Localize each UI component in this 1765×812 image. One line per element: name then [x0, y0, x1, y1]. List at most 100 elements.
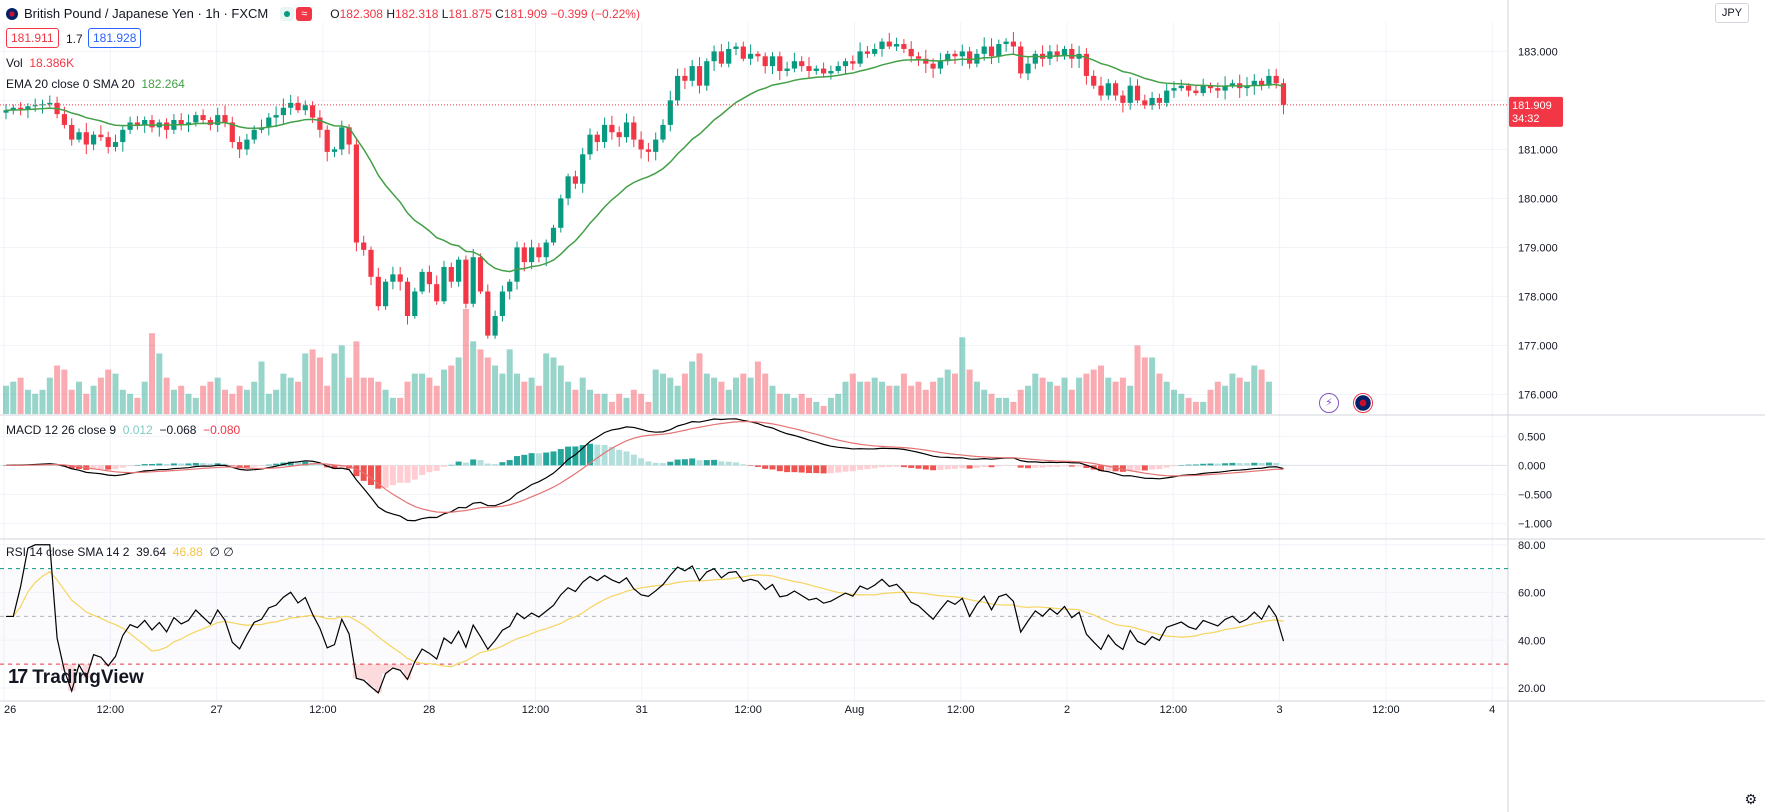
volume-bar	[112, 373, 119, 414]
volume-bar	[806, 397, 812, 414]
rsi-line	[6, 544, 1285, 694]
macd-histogram-bar	[1273, 462, 1280, 466]
symbol-title[interactable]: British Pound / Japanese Yen · 1h · FXCM	[24, 6, 269, 21]
volume-bar	[535, 385, 542, 414]
time-axis-label: 12:00	[947, 704, 975, 716]
macd-histogram-bar	[1083, 465, 1090, 468]
volume-bar	[900, 373, 907, 414]
currency-label[interactable]: JPY	[1715, 3, 1749, 23]
macd-histogram-bar	[594, 444, 601, 466]
volume-bar	[346, 377, 353, 414]
price-change: −0.399 (−0.22%)	[550, 6, 640, 21]
macd-histogram-bar	[331, 465, 338, 469]
candle-body	[273, 115, 279, 118]
volume-bar	[1046, 381, 1053, 414]
uk-flag-icon[interactable]	[1353, 393, 1373, 413]
candle-body	[660, 124, 666, 140]
candle-body	[1025, 63, 1031, 74]
macd-histogram-bar	[1098, 465, 1104, 472]
macd-histogram-bar	[484, 463, 491, 466]
macd-histogram-bar	[1025, 465, 1031, 469]
candle-body	[346, 127, 352, 145]
macd-histogram-bar	[966, 465, 973, 469]
macd-histogram-bar	[1280, 464, 1287, 466]
candle-body	[1273, 75, 1279, 84]
volume-bar	[404, 381, 411, 414]
rsi-legend[interactable]: RSI 14 close SMA 14 2 39.64 46.88 ∅ ∅	[6, 545, 234, 559]
volume-bar	[316, 357, 323, 414]
candle-body	[952, 53, 958, 57]
macd-histogram-bar	[1017, 465, 1024, 468]
candle-body	[441, 267, 447, 302]
volume-bar	[1090, 369, 1097, 414]
candle-body	[280, 107, 286, 116]
price-axis-label: 181.000	[1518, 144, 1558, 156]
macd-histogram-bar	[521, 454, 528, 466]
macd-histogram-bar	[499, 462, 506, 466]
macd-histogram-bar	[645, 461, 652, 466]
macd-histogram-bar	[886, 465, 893, 468]
macd-histogram-bar	[214, 463, 221, 466]
volume-bar	[353, 341, 360, 414]
volume-bar	[411, 373, 418, 414]
settings-gear-icon[interactable]: ⚙	[1744, 791, 1757, 807]
ema-legend[interactable]: EMA 20 close 0 SMA 20 182.264	[6, 77, 185, 91]
macd-histogram-bar	[119, 465, 126, 468]
candle-body	[76, 132, 82, 140]
volume-bar	[718, 381, 725, 414]
macd-histogram-bar	[1258, 463, 1265, 466]
candle-body	[1229, 83, 1235, 86]
flash-icon[interactable]: ⚡	[1319, 393, 1339, 413]
volume-bar	[660, 373, 666, 414]
macd-signal-line	[5, 420, 1284, 513]
volume-bar	[46, 377, 53, 414]
volume-bar	[1258, 369, 1265, 414]
tradingview-logo[interactable]: 17 TradingView	[8, 666, 144, 689]
macd-histogram-bar	[973, 465, 980, 469]
macd-histogram-bar	[389, 465, 396, 486]
volume-bar	[90, 385, 97, 414]
macd-histogram-bar	[930, 465, 937, 471]
volume-bar	[1119, 377, 1126, 414]
candle-body	[1200, 85, 1206, 94]
volume-bar	[638, 393, 645, 414]
candle-body	[47, 102, 53, 105]
macd-histogram-bar	[1244, 463, 1250, 466]
macd-histogram-bar	[353, 465, 360, 477]
volume-bar	[696, 353, 703, 414]
macd-histogram-bar	[316, 464, 323, 466]
volume-bar	[674, 385, 681, 414]
candle-body	[616, 132, 622, 138]
macd-legend[interactable]: MACD 12 26 close 9 0.012 −0.068 −0.080	[6, 423, 241, 437]
macd-histogram-bar	[265, 464, 272, 466]
volume-legend[interactable]: Vol 18.386K	[6, 56, 75, 70]
volume-bar	[579, 377, 586, 414]
candle-body	[120, 129, 126, 143]
macd-histogram-bar	[1010, 465, 1017, 466]
candle-body	[434, 284, 440, 302]
candle-body	[799, 61, 805, 67]
macd-histogram-bar	[528, 453, 535, 466]
volume-bar	[623, 397, 630, 414]
volume-bar	[1163, 381, 1170, 414]
macd-histogram-bar	[1046, 465, 1053, 468]
buy-price-button[interactable]: 181.928	[88, 28, 142, 48]
volume-bar	[200, 385, 207, 414]
candle-body	[777, 56, 783, 71]
candle-body	[3, 110, 9, 113]
sell-price-button[interactable]: 181.911	[6, 28, 59, 48]
volume-bar	[1229, 373, 1236, 414]
volume-bar	[76, 381, 82, 414]
macd-histogram-bar	[616, 449, 623, 466]
volume-bar	[68, 389, 75, 414]
symbol-header[interactable]: British Pound / Japanese Yen · 1h · FXCM…	[6, 6, 640, 21]
candle-body	[10, 107, 16, 111]
candle-body	[587, 134, 593, 155]
volume-bar	[419, 373, 426, 414]
candle-body	[908, 48, 914, 57]
macd-histogram-bar	[506, 460, 513, 466]
volume-bar	[170, 389, 177, 414]
candle-body	[755, 53, 761, 57]
price-axis-label: 178.000	[1518, 291, 1558, 303]
